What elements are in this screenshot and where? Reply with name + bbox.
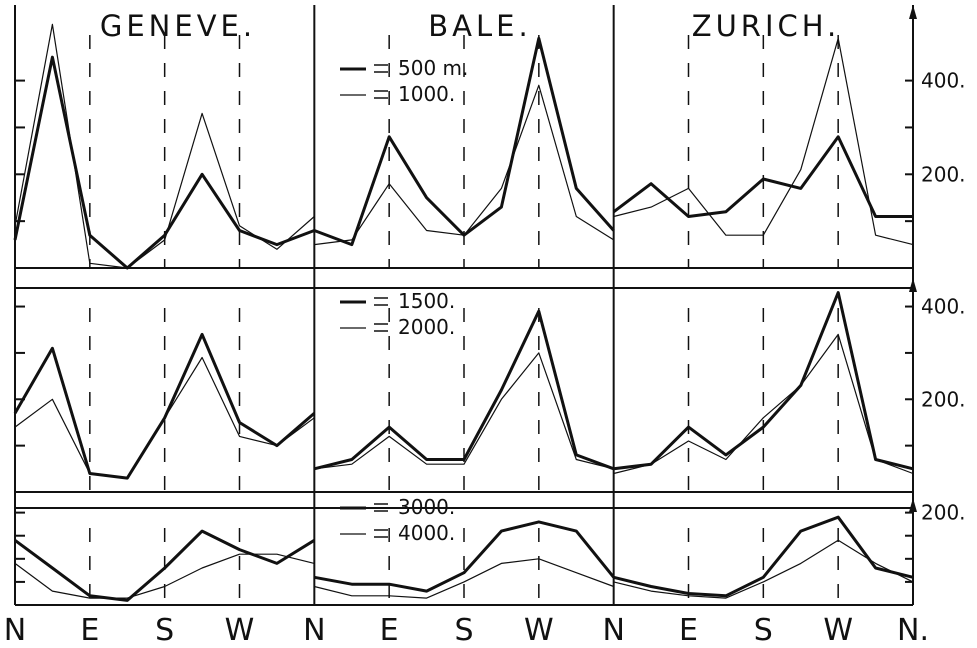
legend-label: 1500. [398, 289, 455, 313]
direction-label: N [303, 613, 325, 648]
direction-label: N. [897, 613, 929, 648]
station-title: ZURICH. [692, 9, 841, 43]
series-line [14, 553, 315, 599]
direction-label: W [524, 613, 554, 648]
direction-label: W [823, 613, 853, 648]
station-title: BALE. [428, 9, 531, 43]
direction-label: W [225, 613, 255, 648]
station-titles: GENEVE. BALE. ZURICH. [100, 9, 841, 43]
y-tick-label: 200. [921, 162, 966, 186]
series-line [314, 520, 615, 593]
series-line [314, 352, 614, 470]
station-title: GENEVE. [100, 9, 256, 43]
direction-label: E [80, 613, 99, 648]
direction-label: E [380, 613, 399, 648]
series-line [613, 539, 914, 599]
series-line [613, 37, 914, 246]
direction-labels: N E S W N E S W N E S W N. [4, 613, 929, 648]
series-line [613, 291, 914, 471]
series-line [313, 309, 615, 471]
series-line [14, 23, 315, 269]
direction-label: S [155, 613, 174, 648]
legend-label: 3000. [398, 495, 455, 519]
y-tick-label: 400. [921, 295, 966, 319]
series-line [613, 515, 914, 598]
series-line [314, 558, 614, 599]
series-line [13, 55, 315, 270]
legend-label: 4000. [398, 521, 455, 545]
legend-label: 2000. [398, 315, 455, 339]
series-line [314, 84, 615, 246]
axis-arrow [909, 278, 917, 292]
direction-label: N [602, 613, 624, 648]
direction-label: E [679, 613, 698, 648]
series-line [612, 135, 913, 218]
y-tick-labels: 400. 200. 400. 200. 200. [921, 69, 966, 525]
series-line [14, 529, 316, 602]
axis-arrow [909, 5, 917, 19]
legend-label: 500 m. [398, 56, 468, 80]
y-tick-label: 200. [921, 387, 966, 411]
panel-frames [14, 5, 917, 606]
series-line [14, 356, 315, 479]
y-tick-label: 400. [921, 69, 966, 93]
direction-label: S [454, 613, 473, 648]
direction-label: S [754, 613, 773, 648]
series-line [613, 333, 914, 475]
series-lines [13, 23, 914, 602]
direction-label: N [4, 613, 26, 648]
axis-arrow [909, 498, 917, 512]
legend-label: 1000. [398, 82, 455, 106]
y-tick-label: 200. [921, 501, 966, 525]
legends: 500 m.1000. 1500.2000. 3000.4000. [340, 56, 468, 545]
